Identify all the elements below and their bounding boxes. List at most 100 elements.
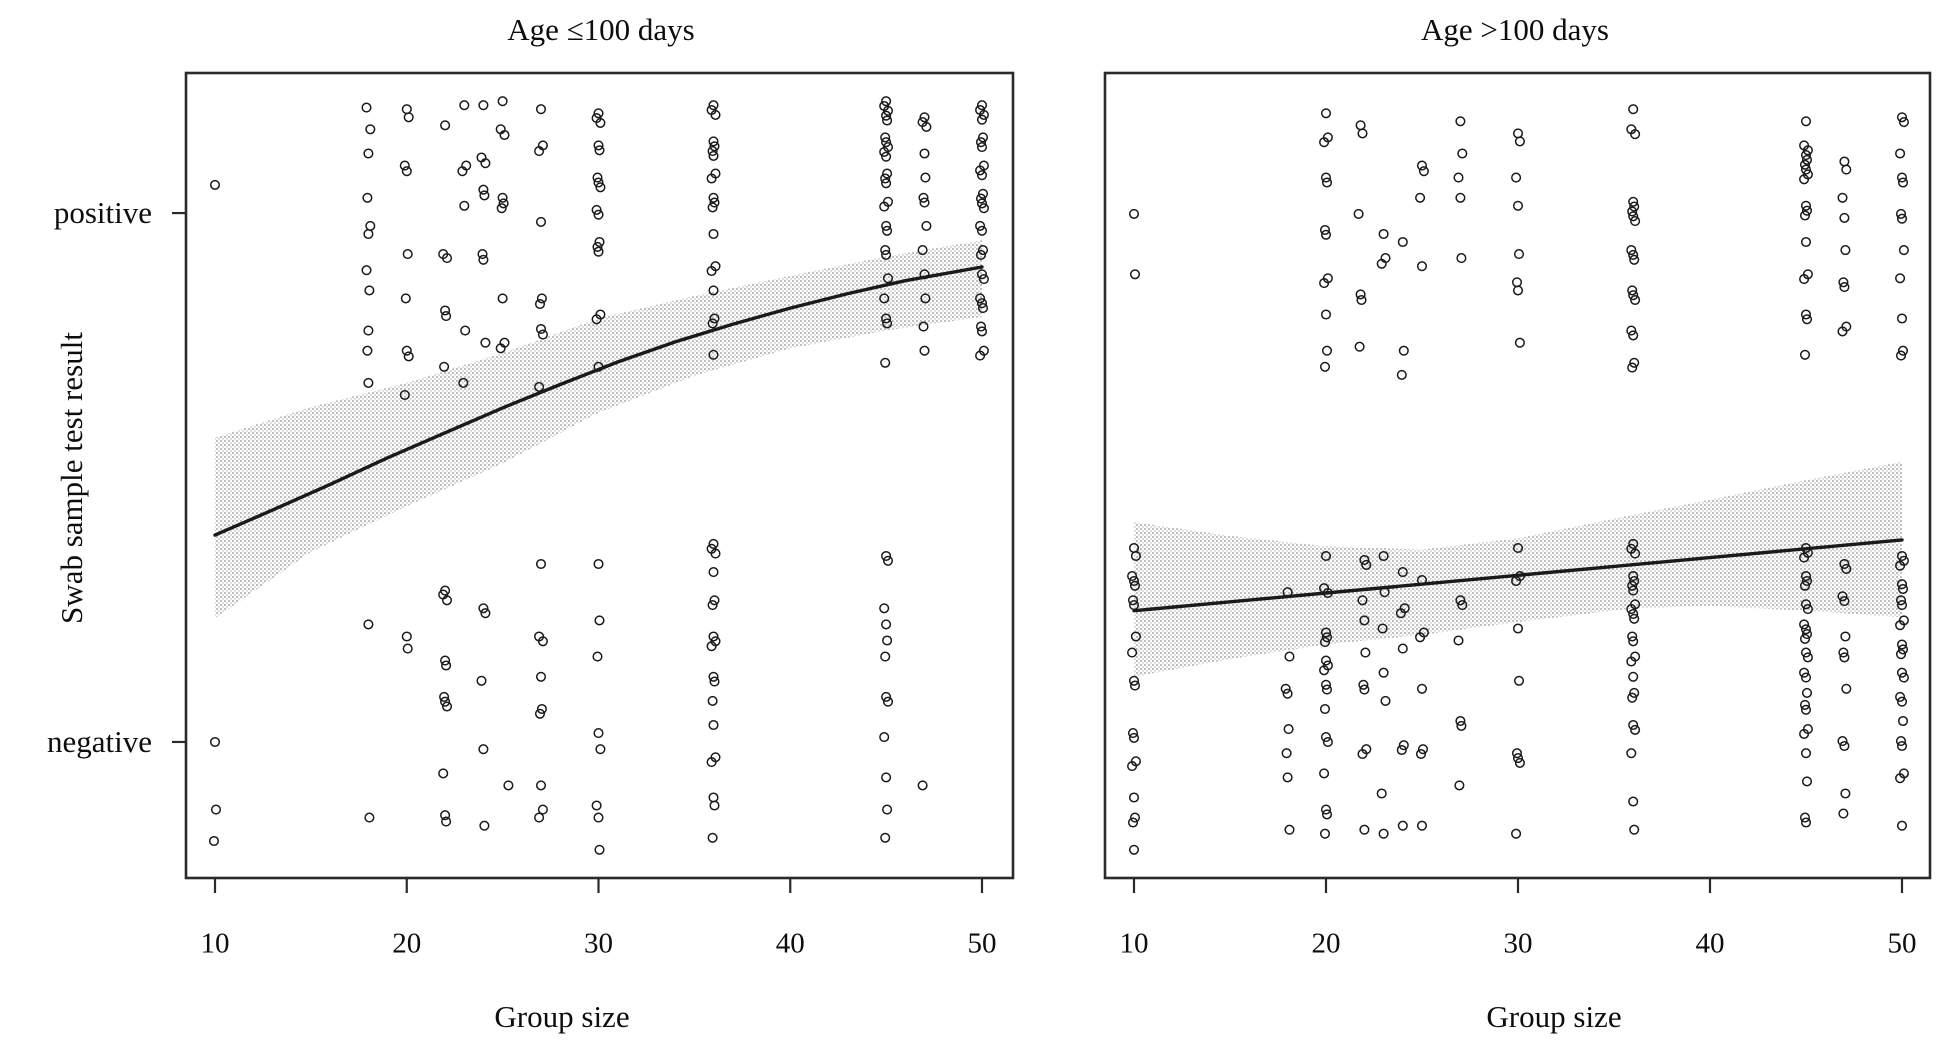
data-point-positive bbox=[881, 249, 892, 260]
data-point-negative bbox=[1396, 744, 1407, 756]
data-point-negative bbox=[706, 757, 717, 768]
data-point-positive bbox=[593, 361, 604, 372]
data-point-negative bbox=[1453, 635, 1464, 646]
x-tick-label: 50 bbox=[967, 927, 997, 960]
data-point-negative bbox=[363, 619, 374, 630]
data-point-negative bbox=[1127, 595, 1139, 606]
data-point-negative bbox=[709, 595, 720, 606]
data-point-positive bbox=[880, 173, 891, 184]
data-point-negative bbox=[1801, 629, 1813, 640]
data-point-negative bbox=[1897, 644, 1909, 655]
data-point-negative bbox=[441, 701, 453, 712]
data-point-positive bbox=[1895, 350, 1907, 361]
data-point-negative bbox=[535, 671, 547, 682]
data-point-positive bbox=[882, 168, 893, 179]
data-point-positive bbox=[364, 285, 375, 296]
data-point-positive bbox=[920, 293, 931, 304]
data-point-positive bbox=[1896, 172, 1908, 183]
data-point-positive bbox=[1320, 108, 1332, 119]
data-point-negative bbox=[1630, 724, 1641, 735]
data-point-positive bbox=[978, 109, 989, 120]
data-point-positive bbox=[1802, 145, 1813, 156]
data-point-negative bbox=[1802, 652, 1813, 663]
data-point-positive bbox=[1129, 269, 1141, 280]
data-point-negative bbox=[594, 615, 605, 626]
data-point-negative bbox=[1628, 719, 1639, 731]
data-point-positive bbox=[978, 274, 989, 285]
data-point-positive bbox=[459, 100, 470, 111]
data-point-positive bbox=[1354, 341, 1365, 352]
data-point-positive bbox=[1453, 172, 1464, 183]
data-point-negative bbox=[881, 691, 892, 702]
data-point-negative bbox=[478, 744, 489, 755]
data-point-positive bbox=[1353, 208, 1364, 219]
data-point-negative bbox=[1283, 724, 1294, 735]
data-point-negative bbox=[1454, 780, 1465, 791]
data-point-negative bbox=[1839, 652, 1850, 663]
data-point-negative bbox=[1284, 651, 1295, 662]
data-point-negative bbox=[1282, 688, 1293, 699]
data-point-positive bbox=[975, 249, 987, 260]
panel-right bbox=[1103, 71, 1932, 893]
data-point-positive bbox=[1841, 164, 1852, 175]
data-point-negative bbox=[1511, 748, 1523, 759]
data-point-negative bbox=[1416, 820, 1428, 831]
data-point-negative bbox=[210, 804, 222, 815]
data-point-positive bbox=[1799, 159, 1811, 170]
data-point-negative bbox=[364, 812, 375, 823]
data-point-negative bbox=[1360, 647, 1371, 658]
data-point-positive bbox=[1356, 294, 1367, 306]
data-point-positive bbox=[882, 105, 894, 116]
data-point-negative bbox=[1800, 704, 1812, 715]
data-point-negative bbox=[1896, 550, 1908, 562]
data-point-negative bbox=[593, 812, 604, 823]
data-point-positive bbox=[882, 273, 894, 284]
data-point-positive bbox=[976, 269, 988, 280]
data-point-positive bbox=[882, 318, 893, 329]
data-point-positive bbox=[706, 265, 717, 277]
data-point-negative bbox=[1840, 788, 1851, 799]
data-point-negative bbox=[1282, 587, 1293, 598]
data-point-negative bbox=[503, 780, 514, 791]
data-point-negative bbox=[1896, 600, 1908, 611]
data-point-positive bbox=[919, 345, 930, 356]
data-point-positive bbox=[1896, 313, 1908, 324]
data-point-negative bbox=[1359, 824, 1370, 835]
data-point-negative bbox=[1284, 824, 1295, 835]
data-point-negative bbox=[1415, 748, 1427, 760]
data-point-positive bbox=[365, 124, 376, 135]
data-point-positive bbox=[707, 202, 718, 213]
data-point-negative bbox=[1320, 679, 1332, 690]
data-point-positive bbox=[1837, 326, 1848, 337]
data-point-negative bbox=[1127, 817, 1139, 828]
confidence-band bbox=[215, 240, 982, 618]
data-point-positive bbox=[976, 114, 988, 125]
data-point-negative bbox=[1630, 548, 1641, 559]
data-point-negative bbox=[479, 820, 490, 831]
data-point-positive bbox=[1321, 345, 1333, 356]
data-point-negative bbox=[1380, 695, 1391, 706]
data-point-positive bbox=[1455, 116, 1466, 127]
data-point-positive bbox=[1456, 253, 1467, 264]
data-point-negative bbox=[707, 600, 718, 611]
data-point-positive bbox=[403, 112, 414, 123]
data-point-negative bbox=[1895, 691, 1906, 702]
data-point-positive bbox=[881, 178, 892, 189]
data-point-positive bbox=[363, 148, 374, 159]
data-point-negative bbox=[1361, 559, 1372, 570]
data-point-negative bbox=[1319, 703, 1331, 715]
data-point-positive bbox=[920, 172, 931, 183]
data-point-negative bbox=[1895, 560, 1906, 571]
data-point-positive bbox=[1355, 120, 1366, 131]
data-point-negative bbox=[1128, 600, 1140, 611]
data-point-positive bbox=[919, 112, 930, 123]
data-point-negative bbox=[708, 671, 719, 682]
data-point-negative bbox=[1799, 812, 1811, 823]
data-point-negative bbox=[1319, 768, 1330, 779]
data-point-positive bbox=[1626, 325, 1637, 336]
data-point-positive bbox=[709, 197, 720, 208]
data-point-positive bbox=[209, 179, 221, 190]
data-point-negative bbox=[1896, 820, 1908, 831]
data-point-positive bbox=[593, 108, 604, 119]
